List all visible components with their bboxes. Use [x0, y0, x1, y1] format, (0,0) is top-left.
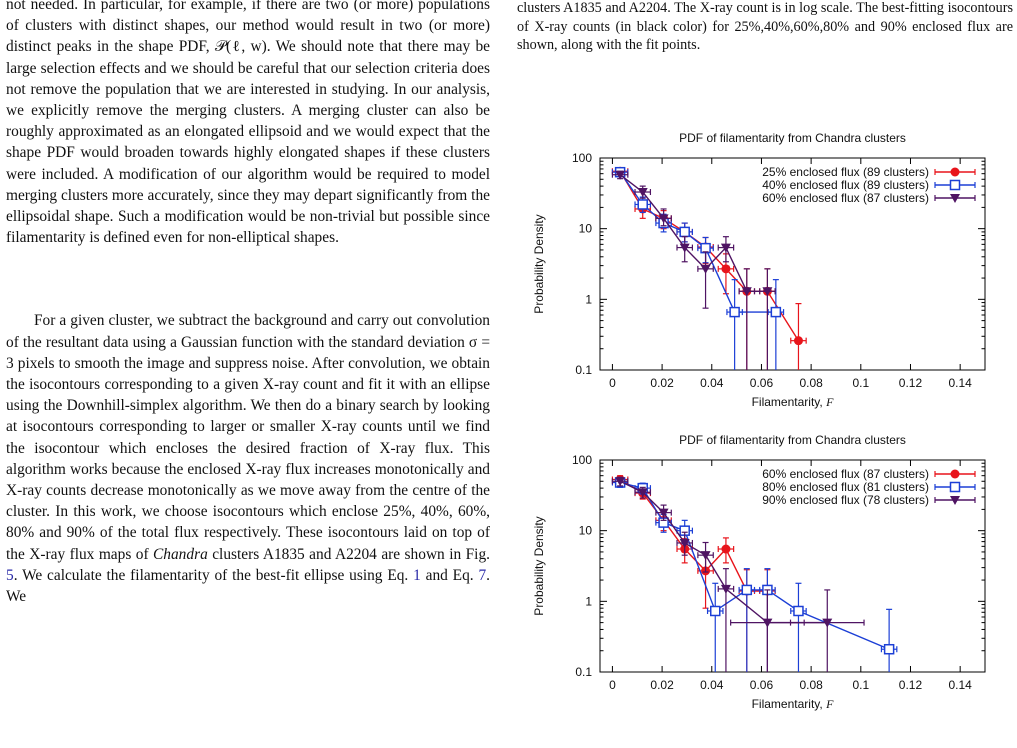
paragraph-shape-pdf: not needed. In particular, for example, …	[6, 0, 490, 247]
paragraph-method-text: For a given cluster, we subtract the bac…	[6, 312, 490, 563]
paragraph-method-text-2: clusters A1835 and A2204 are shown in Fi…	[212, 545, 490, 563]
chart2-series1-point-circle	[721, 544, 731, 554]
chart2-series3-point-triangle	[700, 551, 711, 561]
chart1-x-tick-label: 0.04	[700, 376, 724, 390]
chart2-legend-label: 90% enclosed flux (78 clusters)	[762, 493, 929, 507]
chart1-series3-point-triangle	[615, 170, 626, 180]
chart1-x-tick-label: 0.06	[750, 376, 774, 390]
paragraph-method-text-5: and Eq.	[425, 566, 474, 584]
chart1-series3-point-triangle	[679, 243, 690, 253]
chart2-y-tick-label: 10	[579, 524, 593, 538]
chart2-x-tick-label: 0.1	[852, 678, 869, 692]
chart2-x-tick-label: 0	[609, 678, 616, 692]
paragraph-method-text-6: . We	[6, 566, 491, 606]
chart1-y-tick-label: 10	[579, 222, 593, 236]
paragraph-method-text-3: . We calculate the	[13, 566, 126, 584]
paragraph-method: For a given cluster, we subtract the bac…	[6, 310, 490, 607]
chart1-legend-label: 60% enclosed flux (87 clusters)	[762, 191, 929, 205]
chart1-legend-label: 40% enclosed flux (89 clusters)	[762, 178, 929, 192]
chart2-series2-point-square	[793, 605, 804, 617]
chart2-legend-marker-triangle	[950, 496, 960, 505]
chart1-series3-point-triangle	[741, 287, 752, 297]
chart2-series2-point-square	[741, 584, 753, 596]
chart1-x-tick-label: 0.02	[650, 376, 674, 390]
chart-svg-bottom: PDF of filamentarity from Chandra cluste…	[532, 433, 986, 711]
chart2-x-tick-label: 0.12	[899, 678, 923, 692]
chart1-series3-point-triangle	[762, 287, 773, 297]
chart2-y-tick-label: 100	[572, 453, 592, 467]
chart1-series3-line	[619, 174, 768, 292]
equation-ref-link-1[interactable]: 1	[413, 566, 421, 584]
chart2-series3-point-triangle	[658, 508, 669, 518]
chart1-y-tick-label: 100	[572, 151, 592, 165]
chart1-y-tick-label: 1	[585, 292, 592, 306]
chart1-axes-frame	[599, 157, 986, 371]
chart1-y-tick-label: 0.1	[575, 363, 592, 377]
chart2-x-tick-label: 0.14	[948, 678, 972, 692]
chart-svg-top: PDF of filamentarity from Chandra cluste…	[532, 131, 986, 409]
chart1-x-axis-label: Filamentarity, F	[752, 395, 834, 409]
chart1-legend-marker-circle	[950, 167, 960, 177]
chart1-series3-point-triangle	[637, 188, 648, 198]
chart2-x-tick-label: 0.08	[799, 678, 823, 692]
chart1-series2-point-square	[679, 226, 690, 238]
chart1-y-axis-label: Probability Density	[532, 214, 546, 313]
figure-caption-text: clusters A1835 and A2204. The X-ray coun…	[517, 0, 1013, 54]
chart2-x-tick-label: 0.06	[750, 678, 774, 692]
chart2-series3-point-triangle	[679, 538, 690, 548]
chart2-x-tick-label: 0.02	[650, 678, 674, 692]
chart2-title: PDF of filamentarity from Chandra cluste…	[679, 433, 906, 447]
chart1-title: PDF of filamentarity from Chandra cluste…	[679, 131, 906, 145]
filamentarity-chart-top: PDF of filamentarity from Chandra cluste…	[527, 124, 997, 424]
chart2-series3-point-triangle	[762, 618, 773, 628]
left-text-column: not needed. In particular, for example, …	[6, 0, 490, 607]
chart1-legend-marker-square	[949, 179, 961, 191]
chart1-series2-point-square	[729, 306, 740, 318]
chart2-y-axis-label: Probability Density	[532, 516, 546, 615]
chart1-series2-point-square	[770, 306, 782, 318]
figure-ref-link[interactable]: 5	[6, 566, 14, 584]
figure-caption: clusters A1835 and A2204. The X-ray coun…	[517, 0, 1013, 55]
chart1-series3-point-triangle	[720, 243, 731, 253]
chart1-x-tick-label: 0.1	[852, 376, 869, 390]
chart2-series3-point-triangle	[822, 618, 833, 628]
chandra-italic: Chandra	[153, 545, 208, 563]
chart2-series2-line	[619, 481, 890, 650]
chart2-axes-frame	[599, 459, 986, 673]
chart2-series3-point-triangle	[637, 488, 648, 498]
chart2-legend-marker-square	[949, 481, 961, 493]
chart1-x-tick-label: 0.14	[948, 376, 972, 390]
chart2-y-tick-label: 0.1	[575, 665, 592, 679]
chart2-y-tick-label: 1	[585, 594, 592, 608]
chart1-series2-point-square	[637, 199, 648, 210]
chart1-legend-marker-triangle	[950, 194, 960, 203]
chart2-series3-point-triangle	[720, 584, 731, 594]
filamentarity-chart-bottom: PDF of filamentarity from Chandra cluste…	[527, 426, 997, 744]
chart2-legend-marker-circle	[950, 469, 960, 479]
chart2-legend-label: 60% enclosed flux (87 clusters)	[762, 467, 929, 481]
chart2-legend-label: 80% enclosed flux (81 clusters)	[762, 480, 929, 494]
chart1-legend-label: 25% enclosed flux (89 clusters)	[762, 165, 929, 179]
paragraph-method-text-4: filamentarity of the best-fit ellipse us…	[130, 566, 409, 584]
chart2-series3-point-triangle	[615, 477, 626, 487]
chart1-series3-point-triangle	[700, 264, 711, 274]
chart1-x-tick-label: 0	[609, 376, 616, 390]
chart2-series2-point-square	[883, 643, 895, 655]
chart2-series3-line	[619, 480, 828, 624]
chart2-x-tick-label: 0.04	[700, 678, 724, 692]
chart1-x-tick-label: 0.12	[899, 376, 923, 390]
chart1-series1-point-circle	[793, 336, 803, 346]
chart1-series1-point-circle	[721, 264, 731, 274]
equation-ref-link-2[interactable]: 7	[478, 566, 487, 584]
chart2-x-axis-label: Filamentarity, F	[752, 697, 834, 711]
chart1-x-tick-label: 0.08	[799, 376, 823, 390]
chart2-series2-point-square	[710, 605, 721, 617]
chart1-series3-point-triangle	[658, 214, 669, 224]
